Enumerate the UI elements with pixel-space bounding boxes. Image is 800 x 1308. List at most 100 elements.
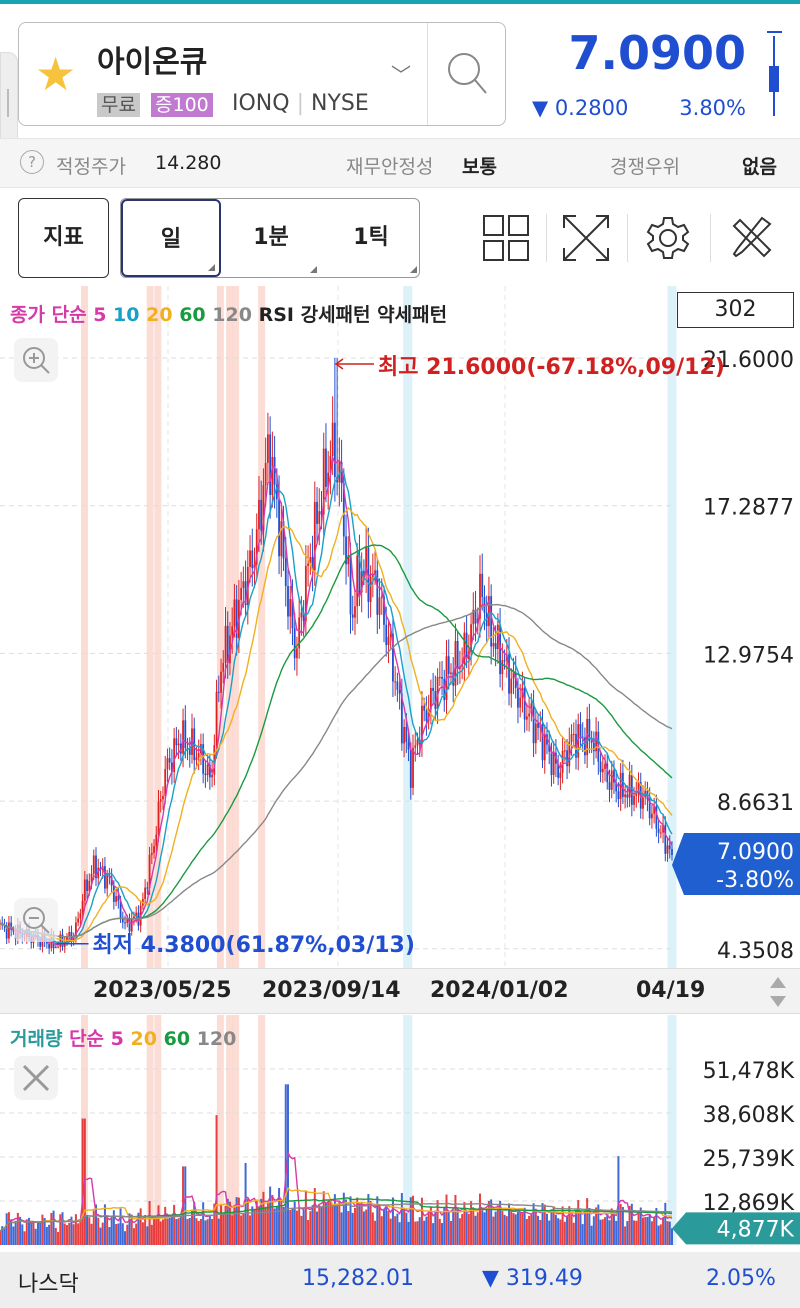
market-index-bar[interactable]: 나스닥 15,282.01 ▼ 319.49 2.05% [0, 1252, 800, 1308]
volume-bar [28, 1217, 31, 1245]
candle-body [130, 918, 133, 932]
candle-count-box[interactable]: 302 [677, 292, 794, 328]
volume-bar [304, 1191, 307, 1245]
candle-body [441, 677, 443, 679]
volume-bar [583, 1212, 586, 1245]
volume-bar [474, 1215, 477, 1245]
period-minute-tab[interactable]: 1분 [221, 199, 321, 277]
volume-bar [155, 1216, 158, 1245]
zoom-in-button[interactable] [14, 338, 58, 382]
help-icon[interactable]: ? [20, 150, 44, 174]
candle-body [197, 753, 200, 758]
market-pct: 2.05% [706, 1266, 776, 1291]
volume-bar [487, 1200, 490, 1245]
candle-body [434, 690, 437, 709]
candle-body [262, 485, 265, 531]
resize-handle-icon[interactable] [766, 975, 790, 1009]
candle-body [655, 806, 658, 829]
period-tick-tab[interactable]: 1틱 [321, 199, 421, 277]
current-volume-tag [672, 1212, 800, 1245]
volume-bar [144, 1215, 147, 1245]
candle-body [492, 643, 495, 647]
candle-body [224, 625, 227, 663]
gear-icon[interactable] [642, 212, 694, 264]
volume-bar [481, 1208, 484, 1245]
volume-bar [168, 1217, 171, 1245]
volume-bar [72, 1224, 75, 1245]
volume-bar [65, 1225, 68, 1245]
stock-selector[interactable]: ★ 아이온큐 무료 증100 IONQ | NYSE ﹀ [18, 22, 506, 126]
volume-bar [300, 1215, 303, 1245]
volume-bar [523, 1207, 526, 1245]
advantage-value: 없음 [742, 156, 777, 178]
y-tick-label: 25,739K [703, 1147, 795, 1172]
candle-body [45, 941, 48, 944]
side-drawer-handle[interactable] [0, 52, 18, 152]
candle-body [217, 691, 220, 693]
candle-body [325, 448, 327, 487]
volume-bar [505, 1216, 508, 1245]
tools-icon[interactable] [726, 212, 778, 264]
volume-bar [532, 1203, 535, 1245]
indicator-button[interactable]: 지표 [18, 198, 109, 278]
volume-bar [166, 1218, 169, 1245]
volume-bar [403, 1209, 406, 1245]
candle-body [104, 866, 106, 889]
period-day-tab[interactable]: 일 [121, 199, 221, 277]
zoom-out-button[interactable] [14, 898, 58, 942]
candle-body [273, 457, 276, 485]
candle-body [532, 703, 535, 744]
chevron-down-icon[interactable]: ﹀ [391, 63, 411, 87]
volume-bar [289, 1209, 292, 1245]
volume-bar [590, 1225, 593, 1245]
volume-bar [275, 1206, 278, 1245]
favorite-star-icon[interactable]: ★ [35, 47, 77, 101]
candle-body [316, 501, 318, 524]
candle-body [595, 731, 597, 752]
volume-bar [63, 1223, 66, 1245]
candle-body [351, 614, 354, 618]
candle-body [88, 880, 91, 891]
volume-bar [671, 1228, 673, 1245]
candle-body [590, 740, 593, 743]
fullscreen-icon[interactable] [560, 212, 612, 264]
date-axis[interactable]: 2023/05/25 2023/09/14 2024/01/02 04/19 [0, 968, 800, 1014]
price-change: ▼ 0.2800 [532, 96, 629, 120]
candle-body [215, 691, 218, 746]
candle-body [289, 599, 292, 617]
volume-bar [545, 1213, 548, 1245]
volume-bar [21, 1224, 24, 1245]
candle-body [39, 940, 42, 947]
price-chart[interactable]: 21.6000 17.2877 12.9754 8.6631 4.3508 최고 21.6… [0, 286, 800, 968]
volume-bar [184, 1166, 187, 1245]
volume-bar [293, 1201, 296, 1245]
candle-body [409, 749, 412, 788]
search-button[interactable] [427, 23, 507, 125]
candle-body [354, 606, 356, 618]
volume-bar [650, 1221, 653, 1245]
candle-body [438, 677, 441, 679]
layout-grid-icon[interactable] [480, 212, 532, 264]
ma120-line [0, 603, 673, 938]
volume-bar [666, 1221, 669, 1245]
candle-body [331, 422, 334, 457]
volume-bar [284, 1084, 287, 1245]
volume-bar [391, 1197, 394, 1245]
candle-body [360, 571, 363, 593]
volume-bar [378, 1204, 381, 1245]
volume-bar [195, 1218, 198, 1245]
market-change: ▼ 319.49 [482, 1266, 583, 1291]
volume-bar [653, 1216, 656, 1245]
candle-body [523, 687, 526, 720]
volume-bar [579, 1212, 582, 1245]
volume-bar [336, 1204, 339, 1245]
close-volume-button[interactable] [14, 1056, 58, 1100]
volume-bar [54, 1227, 57, 1245]
candle-body [220, 671, 222, 693]
volume-bar [516, 1211, 519, 1245]
volume-bar [331, 1204, 334, 1245]
volume-bar [157, 1205, 160, 1245]
volume-bar [646, 1216, 649, 1245]
volume-bar [374, 1220, 377, 1245]
